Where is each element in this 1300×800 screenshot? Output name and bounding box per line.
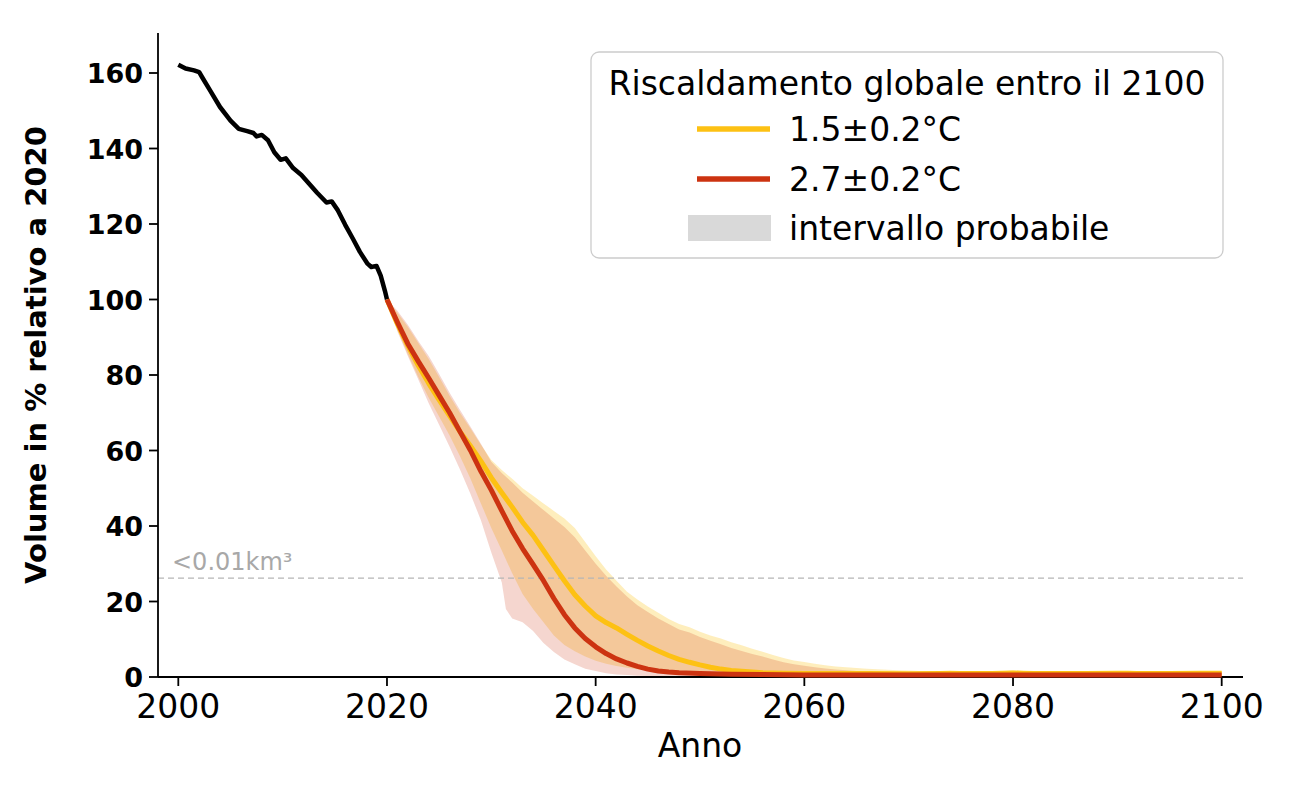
legend-swatch-patch-2	[688, 215, 771, 241]
legend-entry-label-0: 1.5±0.2°C	[789, 110, 961, 149]
y-tick-label-20: 20	[105, 587, 143, 618]
x-tick-label-2000: 2000	[136, 687, 220, 726]
band-1	[387, 300, 1222, 677]
y-tick-label-120: 120	[87, 209, 143, 240]
threshold-label: <0.01km³	[172, 548, 292, 576]
y-tick-label-160: 160	[87, 58, 143, 89]
threshold-line-group: <0.01km³	[158, 548, 1243, 578]
x-axis-title: Anno	[658, 726, 743, 765]
y-tick-label-100: 100	[87, 285, 143, 316]
x-tick-label-2060: 2060	[762, 687, 846, 726]
y-tick-label-80: 80	[105, 360, 143, 391]
y-tick-label-140: 140	[87, 134, 143, 165]
x-tick-label-2020: 2020	[345, 687, 429, 726]
y-tick-label-60: 60	[105, 436, 143, 467]
y-tick-label-40: 40	[105, 511, 143, 542]
chart-canvas: <0.01km³ 2000202020402060208021000204060…	[0, 0, 1300, 800]
x-tick-label-2040: 2040	[554, 687, 638, 726]
legend-entry-label-1: 2.7±0.2°C	[789, 160, 961, 199]
x-tick-label-2080: 2080	[971, 687, 1055, 726]
y-axis-title: Volume in % relativo a 2020	[19, 126, 53, 584]
legend-title: Riscaldamento globale entro il 2100	[609, 64, 1206, 103]
legend: Riscaldamento globale entro il 2100 1.5±0…	[591, 52, 1223, 258]
uncertainty-bands	[387, 300, 1222, 677]
glacier-volume-projection-figure: <0.01km³ 2000202020402060208021000204060…	[0, 0, 1300, 800]
legend-entry-label-2: intervallo probabile	[789, 209, 1109, 248]
y-tick-label-0: 0	[124, 662, 143, 693]
x-tick-label-2100: 2100	[1180, 687, 1264, 726]
series-line-0	[178, 65, 387, 300]
